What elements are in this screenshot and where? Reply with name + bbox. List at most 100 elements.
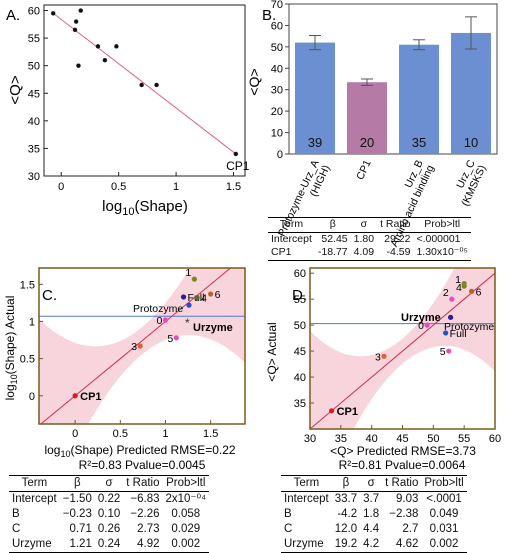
panel-c-data-point: [72, 393, 78, 399]
panel-d-data-point: [446, 348, 452, 354]
panel-b-y-tick-label: 50: [271, 42, 283, 54]
panel-c-data-point: [173, 335, 179, 341]
col-header: t Ratio: [377, 217, 414, 233]
panel-a-y-tick-label: 35: [28, 143, 40, 155]
table-row: B -4.2 1.8 −2.38 0.049: [281, 507, 467, 522]
panel-c-data-point: [162, 317, 169, 323]
col-header: β: [59, 475, 95, 492]
table-cell: 1.80: [353, 232, 375, 245]
table-cell: 0.26: [97, 523, 121, 535]
panel-c-point-label: 5: [167, 333, 173, 345]
panel-d-data-point: [424, 322, 430, 328]
table-cell: 4.92: [123, 537, 163, 553]
panel-d-y-tick-label: 40: [294, 372, 306, 384]
panel-d-confidence-band: [310, 268, 495, 429]
panel-b-category-label: Urz_C(KMSKS): [448, 158, 488, 208]
table-cell: 0.031: [429, 523, 459, 535]
panel-b-y-tick-label: 0: [277, 149, 283, 161]
table-cell: 0.10: [97, 508, 121, 520]
panel-c-point-label: 3: [131, 341, 137, 353]
panel-a-y-tick-label: 50: [28, 61, 40, 73]
panel-a-x-tick-label: 1: [173, 181, 179, 193]
panel-a-y-tick-label: 45: [28, 88, 40, 100]
panel-c-label-protozyme: Protozyme: [133, 303, 183, 315]
panel-a-data-point: [72, 27, 78, 33]
panel-c-point-label: 1: [185, 267, 191, 279]
panel-d-x-tick-label: 30: [304, 433, 316, 445]
panel-c-x-tick-label: 1.5: [203, 428, 218, 440]
panel-c-letter: C.: [42, 287, 57, 304]
panel-d-point-label: 1: [455, 274, 461, 286]
panel-a-y-tick-label: 55: [28, 33, 40, 45]
table-cell: 29.22: [384, 232, 411, 245]
table-cell: Urzyme: [9, 537, 60, 553]
panel-d-x-axis-label: <Q> Predicted RMSE=3.73: [330, 444, 476, 458]
panel-c-y-tick-label: 1: [29, 316, 35, 328]
table-row: Urzyme 1.21 0.24 4.92 0.002: [9, 537, 210, 553]
panel-d-fit-line: [310, 272, 495, 429]
panel-d-data-point: [461, 280, 467, 287]
panel-d-point-label: 3: [375, 351, 381, 363]
panel-c-chart: 00.511.500.511.5 1Full46035CP1 Protozyme…: [3, 267, 246, 472]
table-header-row: Term β σ t Ratio Prob>ltl: [9, 475, 210, 492]
table-cell: B: [12, 508, 20, 520]
table-cell: 0.002: [162, 537, 210, 553]
panel-c-stats: R²=0.83 Pvalue=0.0045: [79, 458, 206, 472]
panel-a-x-axis-label: log10(Shape): [102, 198, 188, 218]
panel-b-regression-table: Term β σ t Ratio Prob>ltl Intercept 52.4…: [268, 217, 471, 261]
table-cell: 1.30x10⁻⁰⁵: [413, 246, 471, 261]
table-cell: −6.83: [130, 493, 160, 505]
panel-b-plot-frame: [288, 3, 498, 155]
col-header: β: [331, 475, 361, 492]
panel-c-data-point: [208, 291, 214, 297]
panel-d-x-tick-label: 50: [427, 433, 439, 445]
panel-d-letter: D.: [292, 287, 307, 304]
panel-d-point-label: CP1: [337, 406, 358, 418]
table-cell: −2.38: [389, 508, 419, 520]
panel-a-data-point: [50, 11, 56, 16]
panel-a-y-tick-label: 30: [28, 171, 40, 183]
table-cell: 2x10⁻⁰⁴: [165, 493, 207, 505]
panel-d-point-label: Full: [450, 328, 467, 340]
col-header: Prob>ltl: [413, 217, 471, 233]
col-header: σ: [94, 475, 124, 492]
panel-b-category-line: CP1: [354, 158, 374, 182]
table-cell: C: [284, 523, 293, 535]
panel-b-y-tick-label: 40: [271, 63, 283, 75]
table-cell: 2.73: [137, 523, 160, 535]
panel-b-category-label: CP1: [354, 158, 374, 182]
table-cell: 3.7: [363, 493, 380, 505]
table-row: Urzyme 19.2 4.2 4.62 0.002: [281, 537, 467, 553]
col-header: β: [314, 217, 351, 233]
panel-c-point-label: 6: [215, 289, 221, 301]
col-header: Prob>ltl: [421, 475, 467, 492]
panel-a-fit-line: [52, 12, 237, 155]
col-header: Prob>ltl: [162, 475, 210, 492]
table-row: C 0.71 0.26 2.73 0.029: [9, 522, 209, 537]
panel-b-y-tick-label: 70: [271, 0, 283, 11]
panel-c-point-label: 4: [201, 293, 207, 305]
table-cell: 1.21: [59, 537, 95, 553]
panel-d-x-tick-label: 55: [458, 433, 470, 445]
col-header: σ: [360, 475, 383, 492]
table-cell: −2.26: [130, 508, 160, 520]
table-cell: CP1: [268, 246, 315, 261]
panel-a-point-label: CP1: [226, 159, 250, 173]
table-cell: 52.45: [321, 232, 348, 245]
panel-b-y-tick-label: 10: [271, 128, 283, 140]
table-row: CP1 -18.77 4.09 -4.59 1.30x10⁻⁰⁵: [268, 246, 471, 261]
panel-a-letter: A.: [6, 7, 20, 24]
panel-d-y-tick-label: 50: [294, 320, 306, 332]
panel-a-data-point: [76, 63, 81, 68]
panel-d-data-point: [449, 296, 455, 302]
table-cell: 33.7: [334, 493, 358, 505]
panel-c-data-point: [137, 343, 143, 349]
table-cell: 0.058: [171, 508, 201, 520]
table-cell: Intercept: [284, 493, 329, 505]
panel-a-data-point: [78, 8, 83, 13]
col-header: Term: [281, 475, 332, 492]
panel-b-y-tick-label: 30: [271, 85, 283, 97]
